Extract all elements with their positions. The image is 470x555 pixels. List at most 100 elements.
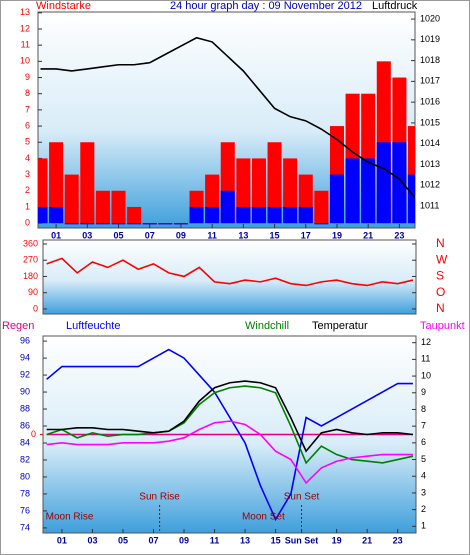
x-tick-label: Sun Set	[285, 535, 319, 545]
y-tick-label: 74	[20, 522, 30, 532]
wind-bar	[80, 223, 95, 225]
y-tick-label: 88	[20, 403, 30, 413]
wind-bar	[95, 190, 110, 224]
wind-bar	[267, 206, 282, 224]
y2-axis-label: Luftdruck	[372, 0, 418, 12]
wind-bar	[127, 206, 142, 224]
y2-tick-label: 1011	[420, 200, 439, 210]
y2-tick-label: 1017	[420, 76, 440, 86]
wind-bar	[64, 174, 79, 224]
series-group	[38, 36, 415, 225]
x-tick-label: 01	[51, 230, 61, 240]
wind-bar	[111, 223, 126, 225]
x-tick-label: 21	[362, 535, 372, 545]
y-axis-label: Windstarke	[36, 0, 91, 12]
y-tick-label: 76	[20, 505, 30, 515]
y2-tick-label: 1016	[420, 97, 440, 107]
y-tick-label: 80	[20, 471, 30, 481]
x-tick-label: 09	[176, 230, 186, 240]
legend-entry: Regen	[2, 320, 34, 332]
wind-bar	[392, 142, 407, 224]
y-tick-label: 10	[20, 56, 30, 66]
y2-tick-label: 1015	[420, 117, 440, 127]
wind-bar	[251, 206, 266, 224]
y2-tick-label: 1018	[420, 55, 440, 65]
y-tick-label: 270	[23, 255, 38, 265]
y-tick-label: 12	[20, 23, 30, 33]
legend-entry: Windchill	[245, 320, 289, 332]
wind-bar	[95, 223, 110, 225]
x-tick-label: 07	[145, 230, 155, 240]
y2-tick-label: 1019	[420, 34, 440, 44]
x-tick-label: 05	[114, 230, 124, 240]
y2-tick-label: 6	[421, 437, 426, 447]
series-line	[46, 385, 414, 465]
wind-bar	[314, 190, 329, 224]
y-tick-label: 180	[23, 271, 38, 281]
x-tick-label: 13	[238, 230, 248, 240]
y2-tick-label: 4	[421, 471, 426, 481]
y-tick-label: 92	[20, 369, 30, 379]
y3-tick-label: 0	[31, 429, 36, 439]
wind-bar	[298, 206, 313, 224]
y2-tick-label: 1013	[420, 159, 440, 169]
series-line	[46, 420, 413, 485]
wind-bar	[283, 206, 298, 224]
legend-entry: Temperatur	[312, 320, 368, 332]
wind-bar	[189, 206, 204, 224]
x-tick-label: 17	[301, 230, 311, 240]
wind-bar	[64, 223, 79, 225]
wind-bar	[345, 158, 360, 224]
y-tick-label: 82	[20, 454, 30, 464]
y2-tick-label: 12	[421, 337, 431, 347]
legend-entry: Taupunkt	[420, 320, 465, 332]
y2-tick-label: N	[436, 236, 445, 250]
y-tick-label: 3	[25, 169, 30, 179]
annotation: Sun Rise	[139, 492, 180, 503]
wind-bar	[220, 190, 235, 224]
x-tick-label: 19	[332, 535, 342, 545]
x-tick-label: 15	[270, 230, 280, 240]
x-tick-label: 11	[210, 535, 220, 545]
y-tick-label: 8	[25, 88, 30, 98]
y2-tick-label: 1	[421, 521, 426, 531]
y2-tick-label: 11	[421, 354, 430, 364]
y-tick-label: 7	[25, 104, 30, 114]
y-tick-label: 1	[25, 201, 30, 211]
y-tick-label: 9	[25, 72, 30, 82]
y2-tick-label: 1020	[420, 13, 440, 23]
y-tick-label: 78	[20, 488, 30, 498]
series-group	[46, 348, 414, 522]
x-tick-label: 07	[148, 535, 158, 545]
wind-bar	[49, 206, 64, 224]
wind-bar	[173, 223, 188, 225]
annotation: Sun Set	[284, 492, 320, 503]
wind-bar	[329, 174, 345, 224]
series-line	[46, 257, 414, 287]
wind-bar	[361, 158, 376, 224]
y-tick-label: 0	[33, 303, 38, 313]
series-group	[46, 257, 414, 287]
y-tick-label: 6	[25, 120, 30, 130]
y-tick-label: 11	[21, 40, 30, 50]
y2-tick-label: 8	[421, 404, 426, 414]
y-tick-label: 90	[20, 386, 30, 396]
wind-bar	[111, 190, 126, 224]
plot-area	[42, 239, 417, 315]
y2-tick-label: O	[436, 285, 445, 299]
x-tick-label: 03	[87, 535, 97, 545]
wind-bar	[267, 142, 282, 224]
wind-bar	[407, 174, 415, 224]
wind-bar	[236, 206, 251, 224]
y-tick-label: 94	[20, 352, 30, 362]
x-tick-label: 03	[82, 230, 92, 240]
x-tick-label: 13	[240, 535, 250, 545]
x-tick-label: 19	[332, 230, 342, 240]
y2-tick-label: N	[436, 301, 445, 315]
chart-title: 24 hour graph day : 09 November 2012	[170, 0, 362, 12]
series-line	[46, 348, 413, 522]
y-tick-label: 13	[20, 7, 30, 17]
y2-tick-label: S	[436, 269, 444, 283]
y2-tick-label: 3	[421, 487, 426, 497]
